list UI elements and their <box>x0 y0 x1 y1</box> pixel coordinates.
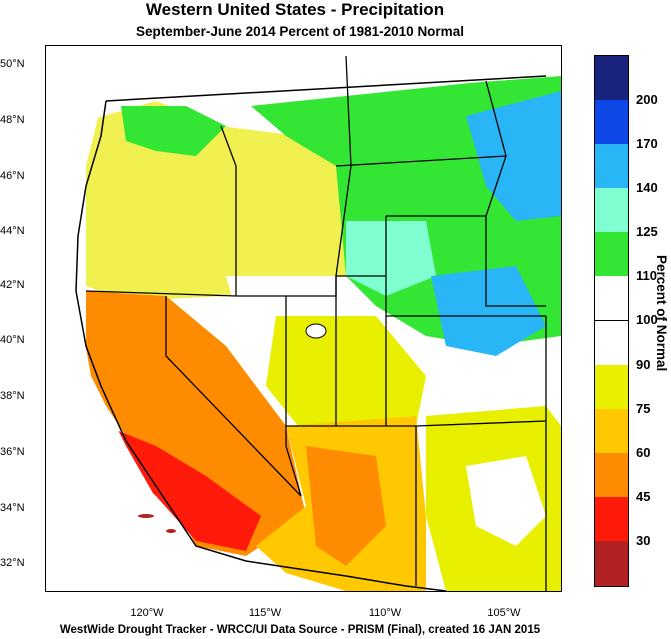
canada-border <box>105 75 547 102</box>
map-footer: WestWide Drought Tracker - WRCC/UI Data … <box>59 624 541 636</box>
lat-tick-label: 44°N <box>0 225 25 237</box>
channel-island <box>166 529 176 533</box>
legend-label: 110 <box>636 268 657 283</box>
legend-swatch <box>595 365 628 409</box>
legend-label: 125 <box>636 224 658 239</box>
legend-label: 30 <box>636 533 651 548</box>
legend-label: 170 <box>636 136 658 151</box>
lat-tick-label: 42°N <box>0 279 25 291</box>
lat-tick-label: 40°N <box>0 334 25 346</box>
legend-swatch <box>595 541 628 586</box>
canada-region <box>46 46 561 101</box>
channel-island <box>138 514 154 518</box>
lat-tick-label: 48°N <box>0 114 25 126</box>
zone-nm-white <box>466 456 546 546</box>
border-mt-nd <box>485 80 507 217</box>
zone-northwest-yellow <box>86 101 346 301</box>
lon-tick-label: 120°W <box>130 607 164 619</box>
zone-colorado-blue <box>431 266 546 356</box>
legend-label: 75 <box>636 401 651 416</box>
lat-tick-label: 32°N <box>0 557 25 569</box>
legend-swatch <box>595 453 628 497</box>
zone-montana-blue <box>466 91 561 221</box>
legend-swatch <box>595 144 628 188</box>
legend-swatch <box>595 56 628 100</box>
lat-tick-label: 50°N <box>0 58 25 70</box>
mexico-region <box>46 561 346 591</box>
legend-swatch <box>595 321 628 365</box>
legend-swatch <box>595 188 628 232</box>
precipitation-map <box>45 45 562 592</box>
border-co-nm <box>415 420 547 427</box>
border-mt-wy <box>335 155 507 167</box>
border-mt-id <box>335 55 352 277</box>
coastline <box>75 100 247 562</box>
legend-swatch <box>595 497 628 541</box>
border-ca-nv <box>165 296 302 497</box>
zone-wyoming-aqua <box>346 221 436 296</box>
legend-label: 90 <box>636 357 651 372</box>
legend-swatch <box>595 232 628 276</box>
lon-tick-label: 115°W <box>248 607 282 619</box>
lat-tick-label: 36°N <box>0 446 25 458</box>
zone-arizona-deep-orange <box>306 446 386 566</box>
border-id <box>220 125 237 296</box>
legend-swatch <box>595 100 628 144</box>
lon-tick-label: 110°W <box>368 607 402 619</box>
legend-colorbar <box>594 55 629 587</box>
lat-tick-label: 38°N <box>0 390 25 402</box>
legend-label: 60 <box>636 445 651 460</box>
legend-label: 100 <box>636 312 658 327</box>
legend-swatch <box>595 409 628 453</box>
pacific-ocean <box>46 46 256 591</box>
map-canvas <box>46 46 561 591</box>
legend-label: 45 <box>636 489 651 504</box>
legend-label: 140 <box>636 180 658 195</box>
map-subtitle: September-June 2014 Percent of 1981-2010… <box>136 24 464 39</box>
border-wy <box>386 215 546 307</box>
lat-tick-label: 46°N <box>0 170 25 182</box>
border-or-ca <box>85 290 237 297</box>
zone-california-orange <box>86 291 306 556</box>
lat-tick-label: 34°N <box>0 502 25 514</box>
lon-tick-label: 105°W <box>487 607 521 619</box>
legend-title: Percent of Normal <box>654 255 669 372</box>
zone-washington-green <box>121 106 226 156</box>
legend-swatch <box>595 276 628 321</box>
zone-socal-red <box>106 426 261 551</box>
map-title: Western United States - Precipitation <box>145 0 445 19</box>
legend-label: 200 <box>636 92 658 107</box>
great-salt-lake <box>305 323 327 339</box>
mexico-border <box>245 560 447 591</box>
border-nv-az <box>285 296 302 497</box>
